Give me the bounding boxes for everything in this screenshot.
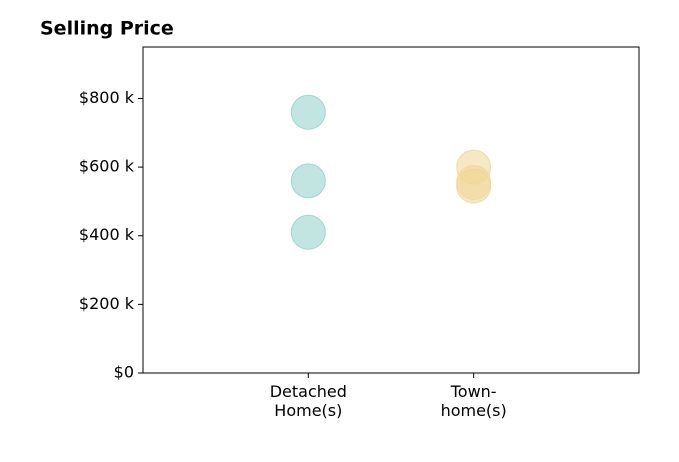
chart-title: Selling Price — [40, 18, 174, 40]
y-tick-label: $400 k — [79, 225, 135, 244]
y-tick-label: $0 — [114, 363, 134, 382]
plot-frame — [142, 46, 640, 374]
y-tick-label: $200 k — [79, 294, 135, 313]
point — [290, 163, 326, 199]
point — [290, 94, 326, 130]
point — [290, 214, 326, 250]
x-tick-label: Town-home(s) — [441, 382, 507, 420]
y-tick-label: $800 k — [79, 88, 135, 107]
point — [456, 168, 492, 204]
y-tick-label: $600 k — [79, 157, 135, 176]
x-tick-label: Detached Home(s) — [270, 382, 347, 420]
